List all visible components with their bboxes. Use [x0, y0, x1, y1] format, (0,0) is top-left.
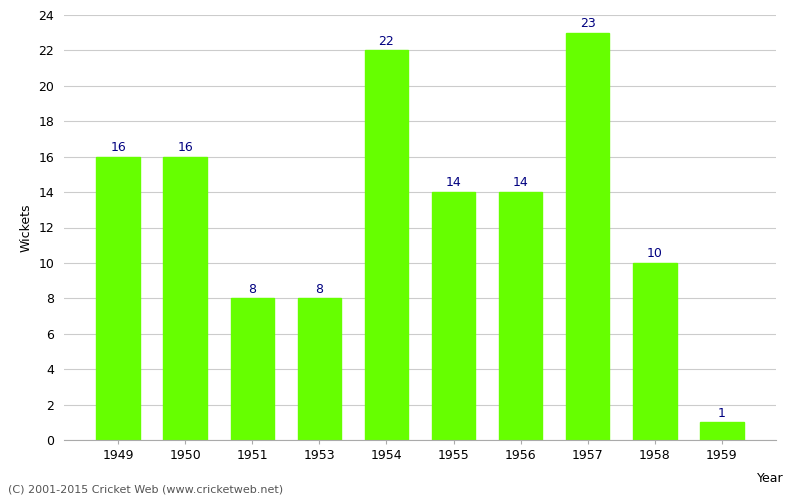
Text: 8: 8 — [248, 282, 256, 296]
Text: 22: 22 — [378, 35, 394, 48]
Bar — [163, 156, 207, 440]
Bar — [96, 156, 140, 440]
Bar — [633, 263, 677, 440]
Text: 14: 14 — [446, 176, 462, 190]
Text: 23: 23 — [580, 17, 595, 30]
Y-axis label: Wickets: Wickets — [20, 203, 33, 252]
Text: (C) 2001-2015 Cricket Web (www.cricketweb.net): (C) 2001-2015 Cricket Web (www.cricketwe… — [8, 485, 283, 495]
Text: 14: 14 — [513, 176, 529, 190]
Bar — [432, 192, 475, 440]
Bar — [566, 32, 610, 440]
Text: 8: 8 — [315, 282, 323, 296]
Text: 16: 16 — [178, 141, 193, 154]
Bar — [700, 422, 744, 440]
Text: 1: 1 — [718, 406, 726, 420]
Bar — [365, 50, 408, 440]
Text: 10: 10 — [647, 248, 662, 260]
Text: Year: Year — [758, 472, 784, 486]
Bar — [230, 298, 274, 440]
Bar — [499, 192, 542, 440]
Text: 16: 16 — [110, 141, 126, 154]
Bar — [298, 298, 341, 440]
